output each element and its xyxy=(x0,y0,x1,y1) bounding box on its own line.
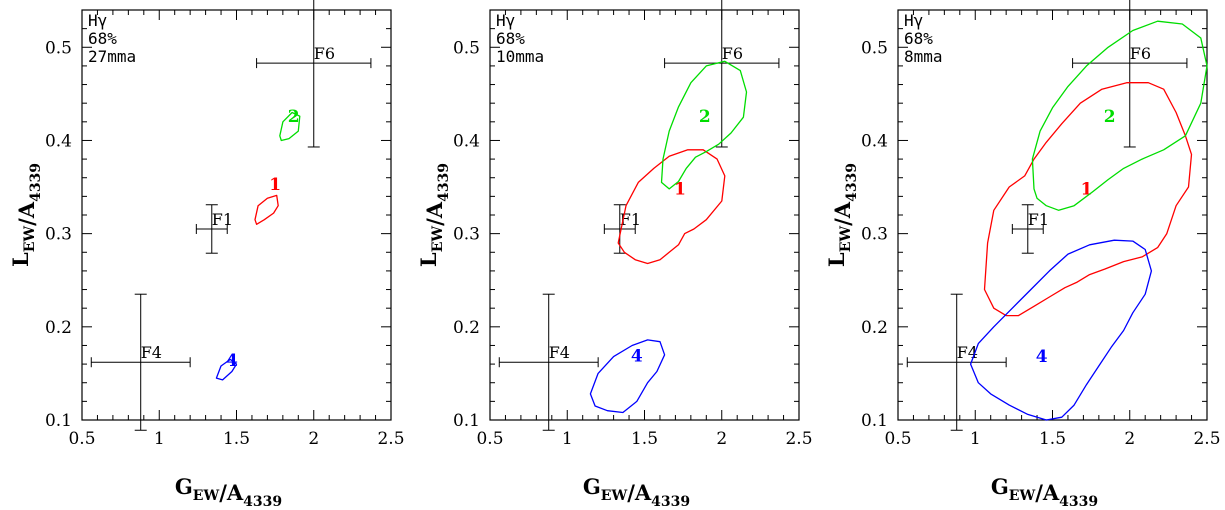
ref-point-f6: F6 xyxy=(256,0,372,148)
confidence-label: 68% xyxy=(88,29,117,48)
contour-line xyxy=(254,194,279,225)
y-axis-label: LEW/A4339 xyxy=(416,163,452,267)
contour-label: 2 xyxy=(288,107,300,127)
y-tick-label: 0.1 xyxy=(861,411,888,431)
ref-point-label: F4 xyxy=(141,343,162,362)
y-tick-label: 0.5 xyxy=(45,38,72,58)
contour-label: 1 xyxy=(1081,180,1093,200)
x-tick-label: 0.5 xyxy=(68,429,95,449)
y-tick-label: 0.2 xyxy=(453,318,480,338)
ref-point-f1: F1 xyxy=(1011,204,1049,254)
ref-point-f6: F6 xyxy=(1072,0,1188,148)
ref-point-label: F1 xyxy=(620,210,641,229)
contour-label: 2 xyxy=(699,107,711,127)
x-tick-label: 1.5 xyxy=(1039,429,1066,449)
line-name-label: Hγ xyxy=(904,11,923,30)
ref-point-f6: F6 xyxy=(664,0,780,148)
x-tick-label: 2.5 xyxy=(785,429,812,449)
contour-4: 4 xyxy=(969,239,1153,421)
y-tick-label: 0.4 xyxy=(45,131,72,151)
confidence-label: 68% xyxy=(904,29,933,48)
x-tick-label: 2 xyxy=(716,429,727,449)
contour-line xyxy=(617,149,726,265)
y-tick-label: 0.3 xyxy=(861,225,888,245)
contour-2: 2 xyxy=(279,107,301,142)
line-name-label: Hγ xyxy=(496,11,515,30)
plot-frame xyxy=(489,9,800,421)
contour-1: 1 xyxy=(983,82,1193,317)
ref-point-f1: F1 xyxy=(603,204,641,254)
chart-panel-3: 0.5 1 1.5 2 2.5 0.1 0.2 0.3 0.4 0.5 GEW/A4339 LEW/A… xyxy=(824,0,1221,510)
y-axis-label: LEW/A4339 xyxy=(8,163,44,267)
x-tick-label: 0.5 xyxy=(476,429,503,449)
y-axis-label: LEW/A4339 xyxy=(824,163,860,267)
contour-label: 4 xyxy=(1036,347,1048,367)
contour-label: 4 xyxy=(226,351,238,371)
x-tick-label: 2 xyxy=(1124,429,1135,449)
confidence-label: 68% xyxy=(496,29,525,48)
contour-label: 2 xyxy=(1104,107,1116,127)
contour-1: 1 xyxy=(617,149,726,265)
error-label: 8mma xyxy=(904,47,943,66)
x-tick-label: 0.5 xyxy=(884,429,911,449)
ref-point-label: F1 xyxy=(212,210,233,229)
ref-point-label: F6 xyxy=(1130,44,1151,63)
ref-point-label: F6 xyxy=(722,44,743,63)
chart-panel-1: 0.5 1 1.5 2 2.5 0.1 0.2 0.3 0.4 0.5 GEW/A4339 LEW/A… xyxy=(8,0,405,510)
contour-label: 4 xyxy=(631,346,643,366)
contour-4: 4 xyxy=(589,339,666,414)
y-tick-label: 0.2 xyxy=(861,318,888,338)
contour-line xyxy=(983,82,1193,317)
y-tick-label: 0.5 xyxy=(861,38,888,58)
y-tick-label: 0.5 xyxy=(453,38,480,58)
line-name-label: Hγ xyxy=(88,11,107,30)
x-tick-label: 2.5 xyxy=(377,429,404,449)
y-tick-label: 0.1 xyxy=(45,411,72,431)
x-tick-label: 1.5 xyxy=(223,429,250,449)
ref-point-f1: F1 xyxy=(195,204,233,254)
contour-line xyxy=(215,358,238,381)
contour-line xyxy=(660,60,748,190)
x-tick-label: 1 xyxy=(562,429,573,449)
ref-point-label: F4 xyxy=(549,343,570,362)
y-tick-label: 0.1 xyxy=(453,411,480,431)
y-tick-label: 0.3 xyxy=(453,225,480,245)
plot-frame xyxy=(897,9,1208,421)
contour-4: 4 xyxy=(215,351,238,381)
contour-line xyxy=(279,111,301,142)
y-tick-label: 0.4 xyxy=(861,131,888,151)
x-tick-label: 2 xyxy=(308,429,319,449)
error-label: 10mma xyxy=(496,47,544,66)
x-tick-label: 1 xyxy=(154,429,165,449)
ref-point-label: F1 xyxy=(1028,210,1049,229)
chart-panel-2: 0.5 1 1.5 2 2.5 0.1 0.2 0.3 0.4 0.5 GEW/A4339 LEW/A… xyxy=(416,0,813,510)
y-tick-label: 0.3 xyxy=(45,225,72,245)
contour-2: 2 xyxy=(1031,20,1208,211)
x-tick-label: 1.5 xyxy=(631,429,658,449)
ref-point-f4: F4 xyxy=(906,293,1007,431)
x-axis-label: GEW/A4339 xyxy=(583,474,690,510)
contour-line xyxy=(589,339,666,414)
contour-label: 1 xyxy=(269,175,281,195)
y-tick-label: 0.4 xyxy=(453,131,480,151)
x-axis-label: GEW/A4339 xyxy=(175,474,282,510)
x-tick-label: 2.5 xyxy=(1193,429,1220,449)
contour-label: 1 xyxy=(674,180,686,200)
ref-point-f4: F4 xyxy=(90,293,191,431)
contour-line xyxy=(1031,20,1208,211)
error-label: 27mma xyxy=(88,47,136,66)
contour-line xyxy=(969,239,1153,421)
x-axis-label: GEW/A4339 xyxy=(991,474,1098,510)
ref-point-f4: F4 xyxy=(498,293,599,431)
contour-1: 1 xyxy=(254,175,281,225)
ref-point-label: F6 xyxy=(314,44,335,63)
contour-2: 2 xyxy=(660,60,748,190)
x-tick-label: 1 xyxy=(970,429,981,449)
y-tick-label: 0.2 xyxy=(45,318,72,338)
